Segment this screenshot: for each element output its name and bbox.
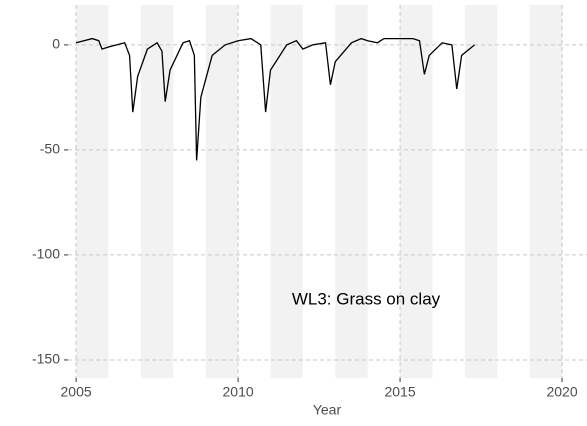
annotation: WL3: Grass on clay <box>292 289 441 308</box>
year-band <box>140 5 174 378</box>
series-line <box>75 37 475 161</box>
year-band <box>335 5 368 378</box>
y-tick-label: -150 <box>32 351 60 367</box>
year-band <box>76 5 109 378</box>
y-tick-label: -50 <box>40 141 60 157</box>
year-band <box>400 5 433 378</box>
year-band <box>529 5 563 378</box>
x-tick-label: 2020 <box>546 384 577 400</box>
y-tick-label: -100 <box>32 246 60 262</box>
y-tick-label: 0 <box>52 36 60 52</box>
x-axis-title: Year <box>313 402 342 418</box>
x-tick-label: 2005 <box>61 384 92 400</box>
year-band <box>205 5 239 378</box>
x-tick-label: 2015 <box>384 384 415 400</box>
x-tick-label: 2010 <box>223 384 254 400</box>
year-band <box>270 5 303 378</box>
year-band <box>464 5 498 378</box>
